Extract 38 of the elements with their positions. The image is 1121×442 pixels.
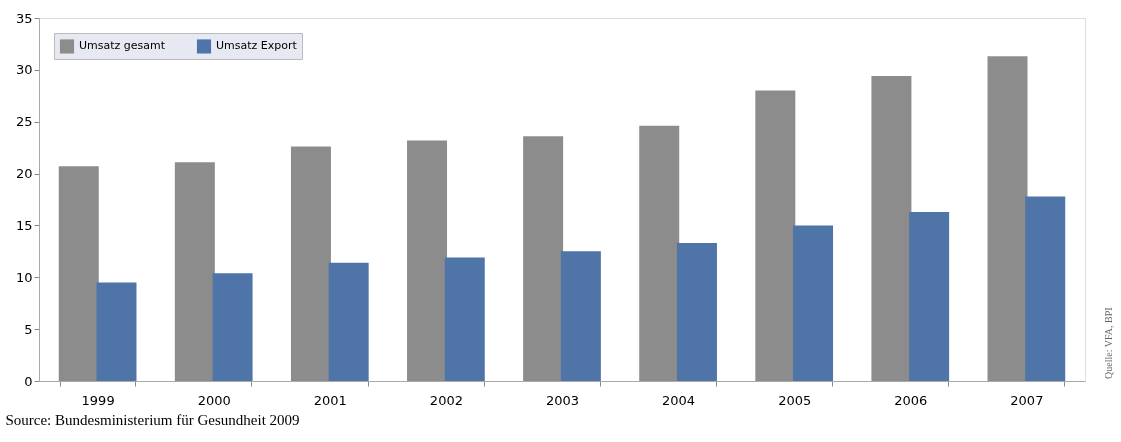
x-tick-label: 2004 xyxy=(662,392,696,408)
bar xyxy=(328,262,369,381)
bar xyxy=(639,125,680,381)
bar xyxy=(96,282,137,381)
bar xyxy=(987,56,1028,381)
x-tick-label: 2000 xyxy=(197,392,231,408)
y-tick-label: 25 xyxy=(15,114,33,130)
y-tick-label: 10 xyxy=(15,269,33,285)
y-tick-label: 15 xyxy=(15,217,33,233)
source-note: Quelle: VFA, BPI xyxy=(1103,307,1114,379)
y-tick-label: 35 xyxy=(15,10,33,26)
x-tick-label: 2006 xyxy=(894,392,928,408)
bar xyxy=(909,211,950,381)
bar xyxy=(1025,196,1066,381)
bar xyxy=(444,257,485,381)
bar xyxy=(871,76,912,381)
legend-label: Umsatz Export xyxy=(216,39,298,53)
y-tick-label: 5 xyxy=(24,321,33,337)
x-tick-label: 2005 xyxy=(778,392,812,408)
bar xyxy=(407,140,448,381)
bar xyxy=(174,162,215,381)
y-tick-label: 30 xyxy=(15,62,33,78)
bar xyxy=(755,90,796,381)
legend-label: Umsatz gesamt xyxy=(79,39,166,53)
y-tick-label: 20 xyxy=(15,166,33,182)
x-tick-label: 2002 xyxy=(429,392,463,408)
bar xyxy=(560,251,601,381)
bar xyxy=(793,225,834,381)
x-tick-label: 2007 xyxy=(1010,392,1044,408)
bar xyxy=(212,273,253,381)
x-tick-label: 1999 xyxy=(81,392,115,408)
bar xyxy=(290,146,331,381)
x-tick-label: 2001 xyxy=(313,392,347,408)
x-tick-label: 2003 xyxy=(545,392,580,408)
y-tick-label: 0 xyxy=(24,373,33,389)
bar xyxy=(523,136,564,381)
bar xyxy=(676,243,717,381)
source-note: Source: Bundesministerium für Gesundheit 2009 xyxy=(5,412,300,428)
